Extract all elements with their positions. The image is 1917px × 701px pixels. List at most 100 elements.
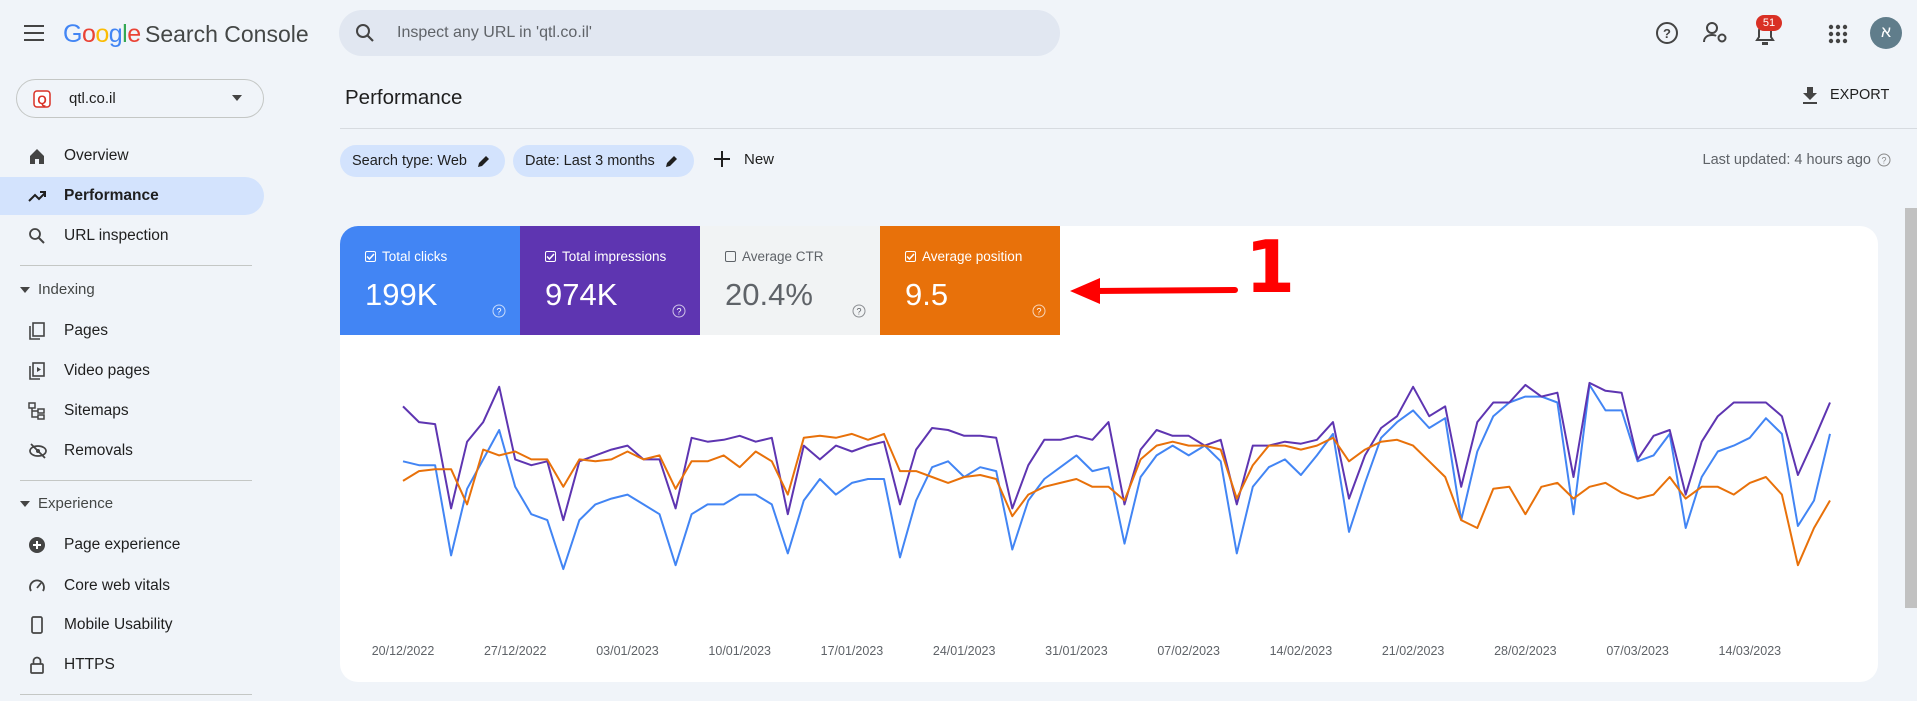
metric-checkbox[interactable] bbox=[725, 251, 736, 262]
metric-card[interactable]: Average position 9.5? bbox=[880, 226, 1060, 335]
metric-value: 9.5 bbox=[905, 277, 949, 312]
nav-item[interactable]: Sitemaps bbox=[0, 391, 264, 431]
nav-label: Overview bbox=[64, 147, 129, 164]
nav-label: Mobile Usability bbox=[64, 616, 173, 633]
metric-card[interactable]: Average CTR 20.4%? bbox=[700, 226, 880, 335]
section-title: Indexing bbox=[38, 281, 95, 298]
x-tick-label: 10/01/2023 bbox=[708, 644, 771, 658]
google-logo[interactable]: Google bbox=[63, 20, 141, 48]
divider bbox=[20, 480, 252, 481]
metric-help[interactable]: ? bbox=[1032, 304, 1046, 323]
metric-help[interactable]: ? bbox=[672, 304, 686, 323]
metric-checkbox[interactable] bbox=[545, 251, 556, 262]
metric-help[interactable]: ? bbox=[492, 304, 506, 323]
svg-text:?: ? bbox=[856, 307, 861, 317]
new-filter-button[interactable]: New bbox=[714, 151, 774, 168]
svg-text:?: ? bbox=[1663, 26, 1671, 41]
menu-button[interactable] bbox=[24, 24, 46, 42]
sitemap-icon bbox=[28, 402, 45, 420]
svg-text:?: ? bbox=[676, 307, 681, 317]
metric-name: Total clicks bbox=[382, 249, 448, 264]
page-title: Performance bbox=[345, 86, 463, 109]
nav-item[interactable]: Page experience bbox=[0, 525, 264, 565]
last-updated-text: Last updated: 4 hours ago bbox=[1702, 152, 1872, 168]
annotation-text: 1 bbox=[1245, 225, 1295, 309]
x-tick-label: 21/02/2023 bbox=[1382, 644, 1445, 658]
nav-item[interactable]: Core web vitals bbox=[0, 566, 264, 606]
divider bbox=[340, 128, 1917, 129]
help-button[interactable]: ? bbox=[1655, 21, 1679, 45]
nav-label: Pages bbox=[64, 322, 108, 339]
dropdown-arrow bbox=[232, 95, 242, 101]
filter-chip[interactable]: Search type: Web bbox=[340, 145, 505, 177]
export-button[interactable]: EXPORT bbox=[1802, 86, 1889, 104]
metric-card[interactable]: Total impressions 974K? bbox=[520, 226, 700, 335]
avatar[interactable]: א bbox=[1870, 17, 1902, 49]
nav-item[interactable]: Mobile Usability bbox=[0, 605, 264, 645]
section-header[interactable]: Experience bbox=[20, 495, 113, 512]
search-box[interactable]: Inspect any URL in 'qtl.co.il' bbox=[339, 10, 1060, 56]
metric-value: 20.4% bbox=[725, 277, 813, 312]
product-name: Search Console bbox=[145, 21, 309, 47]
collapse-arrow bbox=[20, 500, 30, 507]
nav-item[interactable]: Performance bbox=[0, 177, 264, 215]
metric-name: Average CTR bbox=[742, 249, 824, 264]
series-line bbox=[402, 432, 1831, 567]
annotation-arrowhead bbox=[1070, 278, 1100, 304]
x-tick-label: 17/01/2023 bbox=[821, 644, 884, 658]
nav-item[interactable]: Pages bbox=[0, 311, 264, 351]
x-tick-label: 07/03/2023 bbox=[1606, 644, 1669, 658]
metric-label: Total clicks bbox=[365, 249, 447, 264]
series-line bbox=[402, 383, 1831, 571]
apps-button[interactable] bbox=[1828, 24, 1848, 44]
x-tick-label: 20/12/2022 bbox=[372, 644, 435, 658]
nav-label: Sitemaps bbox=[64, 402, 129, 419]
scrollbar-thumb[interactable] bbox=[1905, 208, 1917, 608]
property-name: qtl.co.il bbox=[69, 90, 116, 107]
collapse-arrow bbox=[20, 286, 30, 293]
nav-item[interactable]: URL inspection bbox=[0, 216, 264, 256]
x-tick-label: 14/03/2023 bbox=[1719, 644, 1782, 658]
metric-name: Average position bbox=[922, 249, 1023, 264]
nav-label: Page experience bbox=[64, 536, 181, 553]
svg-text:?: ? bbox=[496, 307, 501, 317]
nav-item[interactable]: HTTPS bbox=[0, 645, 264, 685]
vitals-icon bbox=[29, 579, 45, 592]
nav-label: Performance bbox=[64, 187, 159, 204]
edit-icon bbox=[665, 155, 677, 167]
download-icon bbox=[1803, 87, 1817, 104]
metric-checkbox[interactable] bbox=[905, 251, 916, 262]
notification-badge: 51 bbox=[1756, 15, 1782, 31]
property-selector[interactable]: Q qtl.co.il bbox=[16, 79, 264, 118]
metric-card[interactable]: Total clicks 199K? bbox=[340, 226, 520, 335]
section-header[interactable]: Indexing bbox=[20, 281, 95, 298]
filter-chip[interactable]: Date: Last 3 months bbox=[513, 145, 694, 177]
home-icon bbox=[30, 149, 44, 164]
x-tick-label: 24/01/2023 bbox=[933, 644, 996, 658]
lock-icon bbox=[30, 656, 44, 674]
series-line bbox=[402, 381, 1831, 522]
metric-value: 199K bbox=[365, 277, 438, 312]
metric-help[interactable]: ? bbox=[852, 304, 866, 323]
video-icon bbox=[29, 362, 45, 380]
x-tick-label: 27/12/2022 bbox=[484, 644, 547, 658]
nav-label: Removals bbox=[64, 442, 133, 459]
divider bbox=[20, 265, 252, 266]
settings-button[interactable] bbox=[1703, 21, 1729, 45]
nav-label: Core web vitals bbox=[64, 577, 170, 594]
trend-icon bbox=[28, 191, 46, 202]
nav-item[interactable]: Video pages bbox=[0, 351, 264, 391]
metric-checkbox[interactable] bbox=[365, 251, 376, 262]
svg-text:Q: Q bbox=[37, 93, 46, 107]
metric-name: Total impressions bbox=[562, 249, 667, 264]
nav-label: HTTPS bbox=[64, 656, 115, 673]
edit-icon bbox=[478, 155, 489, 167]
nav-item[interactable]: Overview bbox=[0, 136, 264, 176]
search-placeholder: Inspect any URL in 'qtl.co.il' bbox=[397, 24, 592, 41]
search-icon bbox=[356, 24, 374, 42]
mobile-icon bbox=[31, 616, 43, 634]
nav-item[interactable]: Removals bbox=[0, 431, 264, 471]
help-icon: ? bbox=[1877, 153, 1891, 167]
